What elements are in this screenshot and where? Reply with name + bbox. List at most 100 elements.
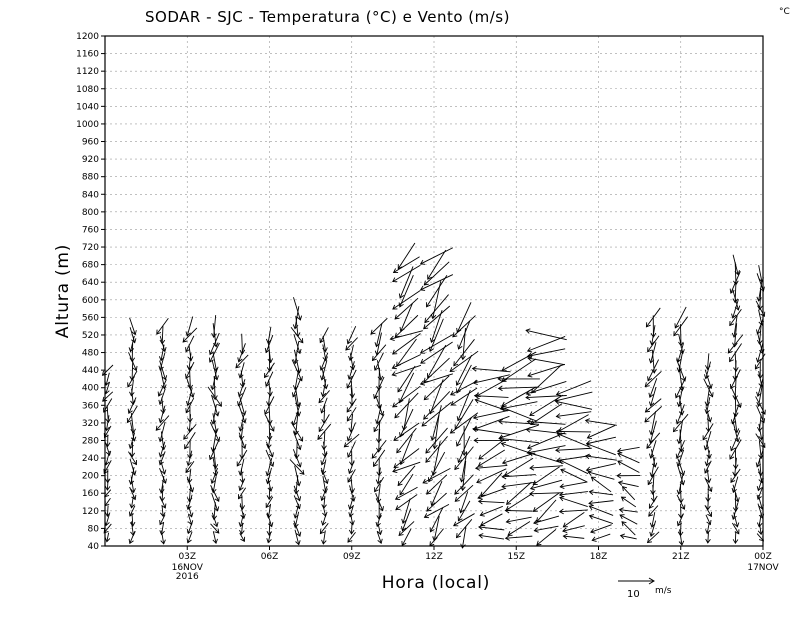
wind-vector [475,464,508,469]
wind-vector [586,463,617,471]
wind-vector-head [729,383,735,390]
wind-vector-head [210,447,217,453]
wind-vector [400,434,413,465]
wind-vector [426,274,448,308]
wind-vector-head [161,478,167,484]
wind-vector-head [373,426,379,433]
wind-vector-head [293,523,299,529]
wind-vector-head [705,497,711,503]
wind-vector-head [186,427,193,433]
wind-vector-head [676,439,683,445]
wind-vector [266,512,273,527]
wind-vector [128,397,137,414]
wind-vector [392,364,422,376]
wind-vector [186,316,194,336]
wind-vector-head [562,533,568,540]
wind-vector-head [588,504,594,511]
wind-vector-head [348,355,354,362]
wind-vector [422,468,451,484]
wind-vector-head [472,426,478,433]
wind-vector-head [647,376,653,382]
wind-vector-head [392,268,399,274]
wind-vector [427,249,447,280]
wind-vector-head [269,461,275,468]
wind-vector-head [295,401,301,408]
wind-vector-head [478,454,484,460]
wind-vector [474,395,509,398]
wind-vector [239,362,245,378]
wind-vector-head [760,442,766,449]
wind-vector-head [651,462,658,468]
wind-vector-head [349,461,355,467]
wind-vector [536,499,557,523]
wind-vector [399,408,414,437]
wind-vector-head [500,441,506,448]
wind-vector [676,404,685,424]
wind-profile [727,254,744,545]
wind-vector [159,467,167,484]
wind-vector [559,497,588,507]
wind-vector-head [268,452,274,458]
wind-vector [238,432,246,449]
wind-vector [532,466,560,485]
wind-vector [239,503,245,519]
wind-vector-head [317,434,323,440]
wind-vector-head [617,460,623,466]
y-tick-label: 600 [82,296,99,306]
wind-vector [212,404,217,425]
wind-vector [617,446,640,452]
x-tick-label: 03Z [178,552,196,562]
wind-vector-head [346,436,352,442]
wind-vector [429,318,444,352]
wind-vector-head [733,367,739,373]
wind-vector [533,492,560,512]
wind-vector-head [648,392,654,399]
wind-vector-head [757,426,763,432]
wind-vector-head [238,470,244,476]
wind-vector-head [453,521,459,527]
wind-vector [732,299,739,319]
wind-vector [704,430,712,451]
reference-unit: m/s [655,586,672,596]
wind-vector-head [617,480,624,486]
wind-vector-head [648,401,655,407]
wind-vector-head [504,471,510,477]
wind-vector-head [296,462,302,468]
wind-vector-head [130,400,136,406]
wind-vector [394,314,419,338]
wind-vector-head [525,427,531,433]
wind-vector-head [267,486,273,492]
wind-vector [456,417,472,447]
wind-vector-head [760,311,766,317]
wind-vector-head [295,411,302,417]
wind-vector-head [291,392,298,398]
wind-vector-head [264,409,270,415]
wind-vector-head [678,341,684,347]
wind-vector [161,522,165,535]
wind-vector-head [732,412,739,418]
wind-vector [454,446,474,470]
wind-vector [267,503,272,518]
wind-vector [557,433,591,448]
wind-vector [677,343,684,363]
wind-vector [267,432,272,449]
wind-vector-head [703,445,710,451]
wind-vector-head [708,392,714,398]
wind-vector-head [268,522,274,528]
wind-vector [705,406,711,422]
wind-vector-head [584,453,590,460]
wind-vector [646,307,661,328]
wind-vector [131,513,134,527]
wind-vector-head [504,535,510,541]
wind-vector [506,516,532,523]
wind-vector-head [376,438,382,444]
wind-vector-head [526,418,532,425]
wind-vector-head [266,443,272,449]
wind-vector [159,388,166,405]
wind-profile [101,364,114,543]
y-tick-label: 840 [82,190,99,200]
wind-vector-head [676,402,683,408]
wind-vector-head [530,388,537,394]
wind-vector [321,486,328,501]
wind-vector [185,335,195,352]
